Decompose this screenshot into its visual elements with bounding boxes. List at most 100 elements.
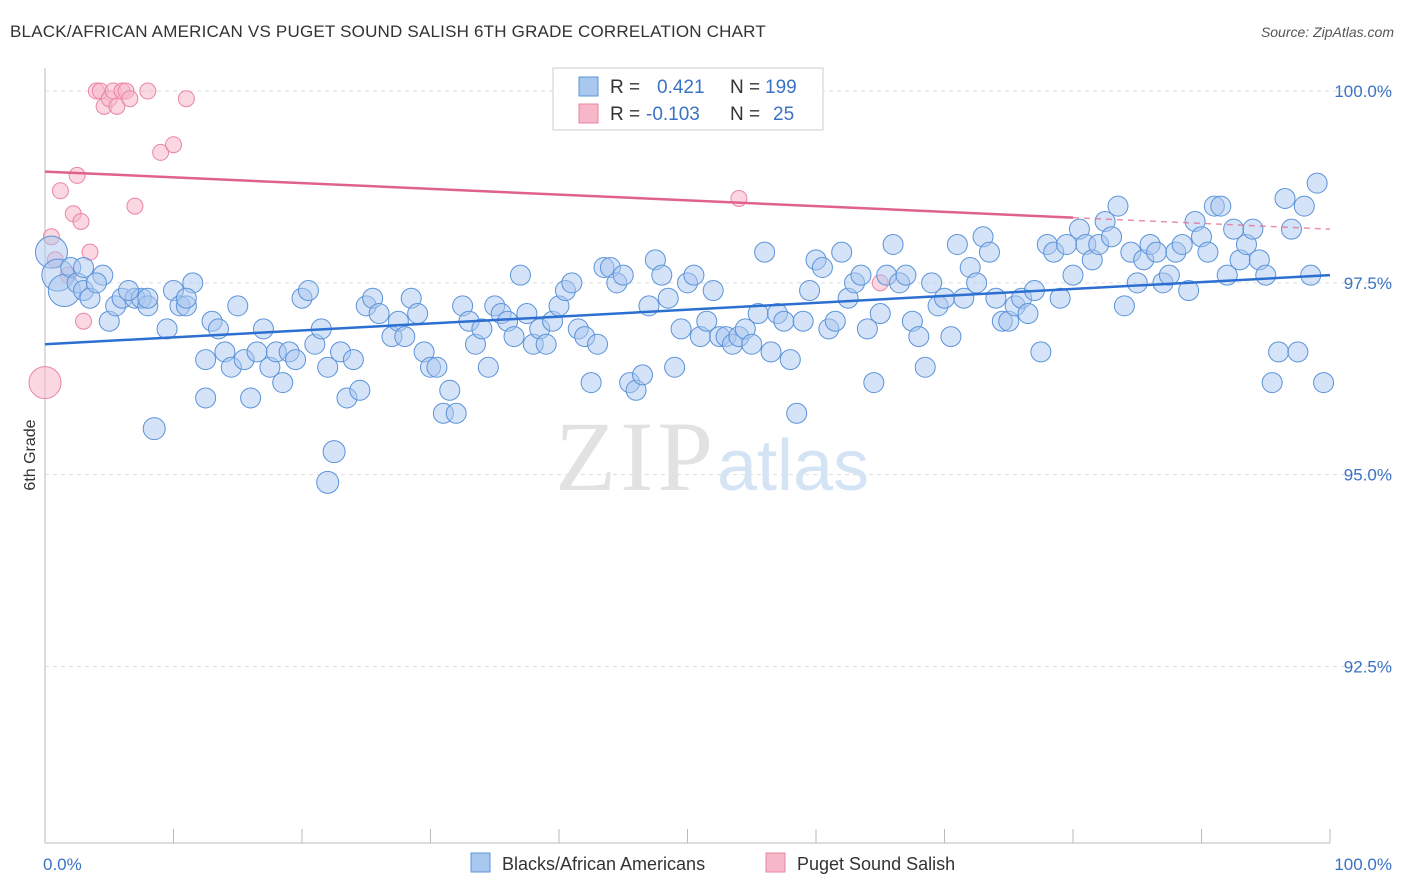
blue-point bbox=[195, 387, 217, 409]
y-axis-label: 6th Grade bbox=[22, 419, 39, 490]
blue-point bbox=[342, 349, 364, 371]
blue-point bbox=[1261, 372, 1283, 394]
blue-point bbox=[118, 280, 140, 302]
pink-point bbox=[177, 90, 195, 108]
legend-r-value-1: 0.421 bbox=[657, 77, 705, 98]
blue-point bbox=[792, 310, 814, 332]
blue-trend-line bbox=[44, 273, 1331, 346]
blue-point bbox=[811, 257, 833, 279]
pink-point bbox=[165, 136, 182, 154]
blue-point bbox=[702, 280, 724, 302]
blue-point bbox=[966, 272, 988, 294]
blue-point bbox=[786, 402, 808, 424]
pink-point bbox=[28, 366, 62, 400]
blue-point bbox=[445, 402, 467, 424]
blue-point bbox=[914, 356, 936, 378]
pink-point bbox=[121, 90, 139, 108]
blue-point bbox=[953, 287, 975, 309]
blue-point bbox=[156, 318, 178, 340]
y-tick-label: 97.5% bbox=[1344, 274, 1392, 293]
blue-point bbox=[471, 318, 493, 340]
pink-point bbox=[68, 166, 86, 184]
blue-point bbox=[985, 287, 1007, 309]
blue-point bbox=[252, 318, 274, 340]
blue-point bbox=[940, 326, 962, 348]
blue-point bbox=[368, 303, 390, 325]
watermark-zip: ZIP bbox=[555, 401, 717, 512]
blue-point bbox=[1126, 272, 1148, 294]
x-tick-labels: 0.0% 100.0% bbox=[43, 855, 1392, 874]
blue-point bbox=[439, 379, 461, 401]
blue-point bbox=[1146, 241, 1168, 263]
pink-point bbox=[108, 97, 126, 115]
blue-point bbox=[426, 356, 448, 378]
blue-point bbox=[824, 310, 846, 332]
chart-source: Source: ZipAtlas.com bbox=[1260, 24, 1394, 40]
blue-point bbox=[696, 310, 718, 332]
legend-pink-swatch bbox=[578, 103, 599, 124]
legend-r-value-2: -0.103 bbox=[646, 104, 700, 125]
blue-point bbox=[580, 372, 602, 394]
blue-point bbox=[73, 257, 95, 279]
blue-point bbox=[741, 333, 763, 355]
blue-point bbox=[349, 379, 371, 401]
axes bbox=[44, 68, 1331, 844]
blue-point bbox=[651, 264, 673, 286]
blue-point bbox=[137, 287, 159, 309]
blue-point bbox=[934, 287, 955, 309]
blue-point bbox=[1210, 195, 1232, 217]
y-tick-label: 92.5% bbox=[1344, 658, 1392, 677]
blue-point bbox=[921, 272, 943, 294]
blue-point bbox=[683, 264, 705, 286]
blue-point bbox=[1113, 295, 1135, 317]
x-tick-label-max: 100.0% bbox=[1334, 855, 1392, 874]
blue-point bbox=[978, 241, 1000, 263]
blue-point bbox=[503, 326, 525, 348]
blue-point bbox=[850, 264, 872, 286]
pink-point bbox=[51, 182, 69, 200]
pink-point bbox=[75, 312, 93, 330]
watermark-atlas: atlas bbox=[717, 426, 869, 506]
blue-point bbox=[863, 372, 885, 394]
blue-point bbox=[760, 341, 782, 363]
blue-point bbox=[1255, 264, 1277, 286]
blue-point bbox=[657, 287, 679, 309]
pink-point bbox=[139, 82, 157, 100]
blue-point bbox=[535, 333, 557, 355]
pink-trend-line bbox=[44, 170, 1074, 219]
blue-point bbox=[799, 280, 821, 302]
blue-point bbox=[1280, 218, 1302, 240]
pink-point bbox=[126, 197, 144, 215]
watermark: ZIP atlas bbox=[555, 401, 869, 512]
blue-point bbox=[175, 287, 197, 309]
blue-point bbox=[1274, 187, 1296, 209]
grid-lines bbox=[45, 90, 1392, 668]
legend-n-value-2: 25 bbox=[773, 104, 794, 125]
bottom-legend-pink-swatch bbox=[765, 852, 786, 873]
blue-point bbox=[477, 356, 499, 378]
blue-point bbox=[779, 349, 801, 371]
blue-point bbox=[85, 272, 107, 294]
blue-point bbox=[285, 349, 307, 371]
blue-point bbox=[1313, 372, 1335, 394]
blue-point bbox=[394, 326, 416, 348]
blue-point bbox=[1287, 341, 1309, 363]
blue-point bbox=[869, 303, 891, 325]
blue-point bbox=[1178, 280, 1200, 302]
blue-point bbox=[773, 310, 795, 332]
legend-n-label-1: N = bbox=[730, 77, 760, 98]
blue-point bbox=[142, 417, 166, 441]
blue-point bbox=[322, 440, 346, 464]
bottom-legend-blue-label: Blacks/African Americans bbox=[502, 854, 705, 874]
blue-point bbox=[227, 295, 249, 317]
bottom-legend: Blacks/African Americans Puget Sound Sal… bbox=[470, 852, 955, 874]
blue-point bbox=[1197, 241, 1219, 263]
blue-point bbox=[509, 264, 531, 286]
bottom-legend-blue-swatch bbox=[470, 852, 491, 873]
blue-point bbox=[908, 326, 930, 348]
blue-point bbox=[1107, 195, 1129, 217]
blue-point bbox=[272, 372, 294, 394]
legend-n-label-2: N = bbox=[730, 104, 760, 125]
chart-title: BLACK/AFRICAN AMERICAN VS PUGET SOUND SA… bbox=[10, 22, 766, 41]
legend-box: R = 0.421 N = 199 R = -0.103 N = 25 bbox=[552, 67, 824, 131]
